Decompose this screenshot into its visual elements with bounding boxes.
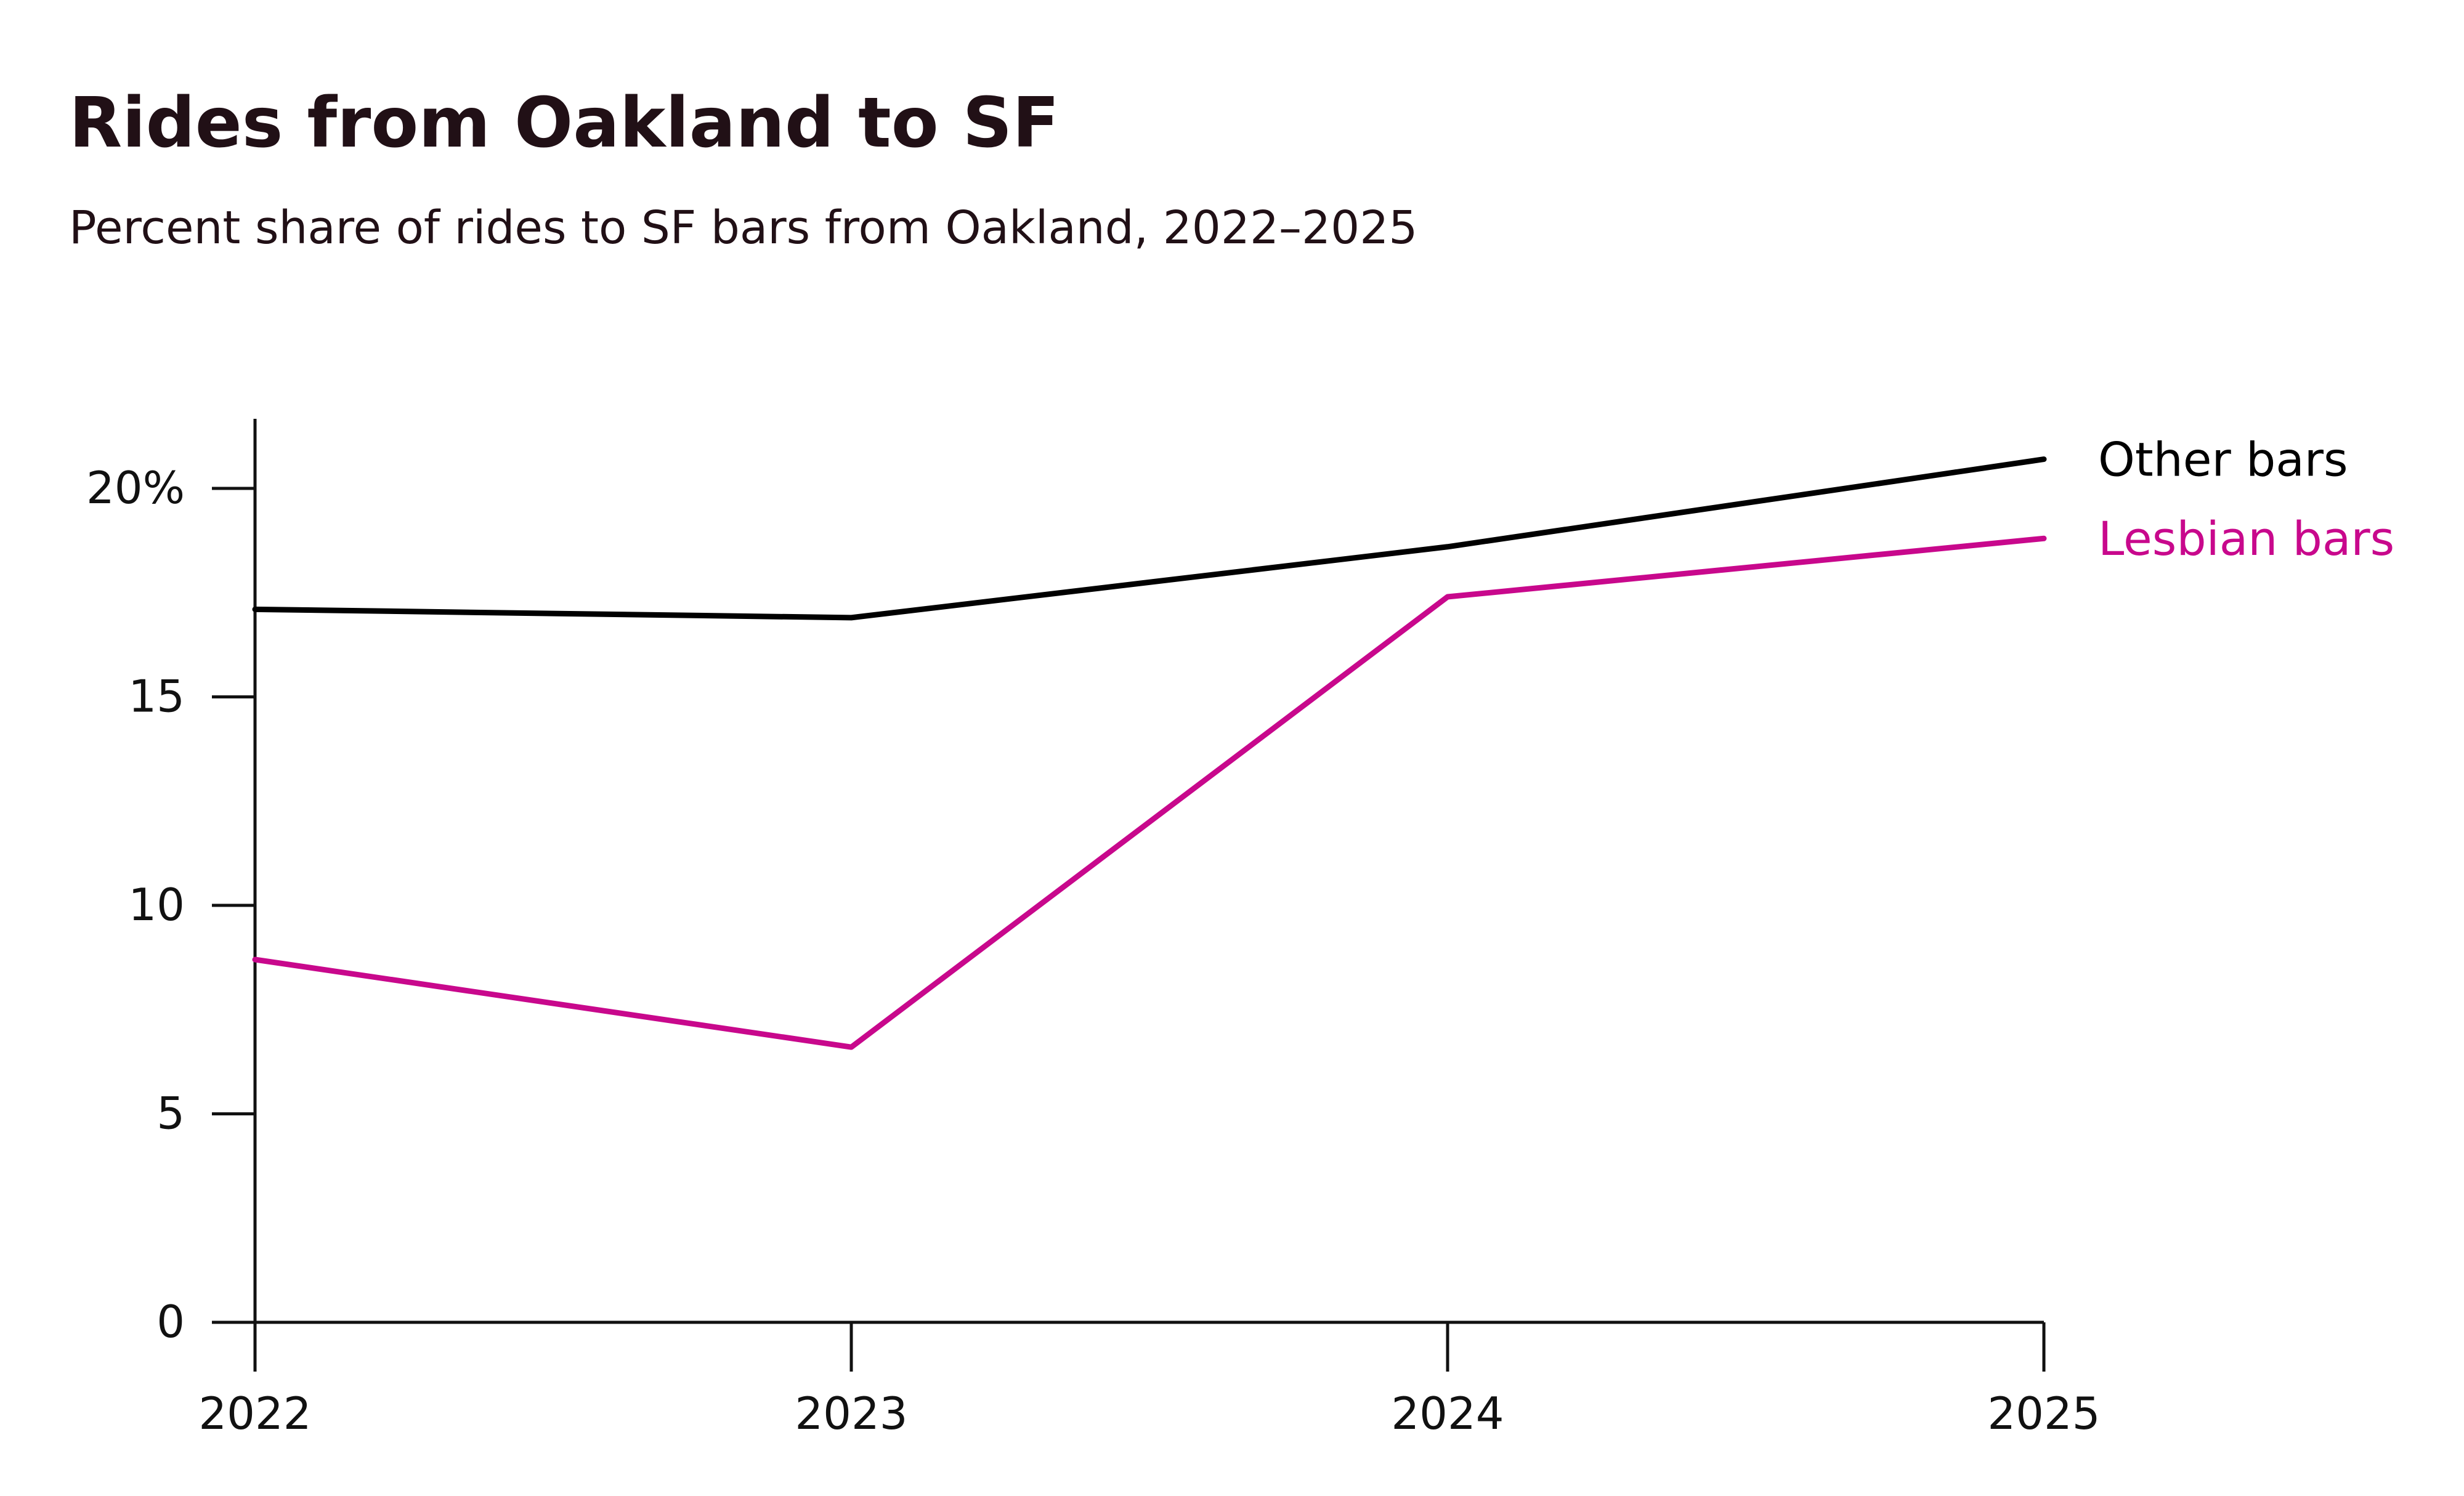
series-label-lesbian-bars: Lesbian bars: [2098, 511, 2394, 566]
y-tick-label: 20%: [86, 462, 185, 514]
y-tick-label: 15: [128, 671, 185, 722]
x-tick-label: 2023: [795, 1388, 907, 1439]
chart-title: Rides from Oakland to SF: [69, 83, 1060, 163]
x-tick-label: 2024: [1391, 1388, 1504, 1439]
series-lines: [252, 456, 2047, 1050]
series-labels: Other bars Lesbian bars: [2098, 432, 2394, 567]
x-tick-label: 2022: [198, 1388, 311, 1439]
y-tick-label: 0: [156, 1296, 185, 1348]
x-axis-ticks: 2022 2023 2024 2025: [198, 1322, 2101, 1439]
y-tick-label: 5: [156, 1088, 185, 1139]
series-line-other-bars: [252, 456, 2047, 621]
y-tick-label: 10: [128, 879, 185, 931]
chart-subtitle: Percent share of rides to SF bars from O…: [69, 201, 1417, 254]
series-label-other-bars: Other bars: [2098, 432, 2348, 487]
y-axis-ticks: 0 5 10 15 20%: [86, 462, 255, 1348]
axes: [212, 419, 2044, 1372]
series-line-lesbian-bars: [252, 535, 2047, 1050]
x-tick-label: 2025: [1987, 1388, 2100, 1439]
